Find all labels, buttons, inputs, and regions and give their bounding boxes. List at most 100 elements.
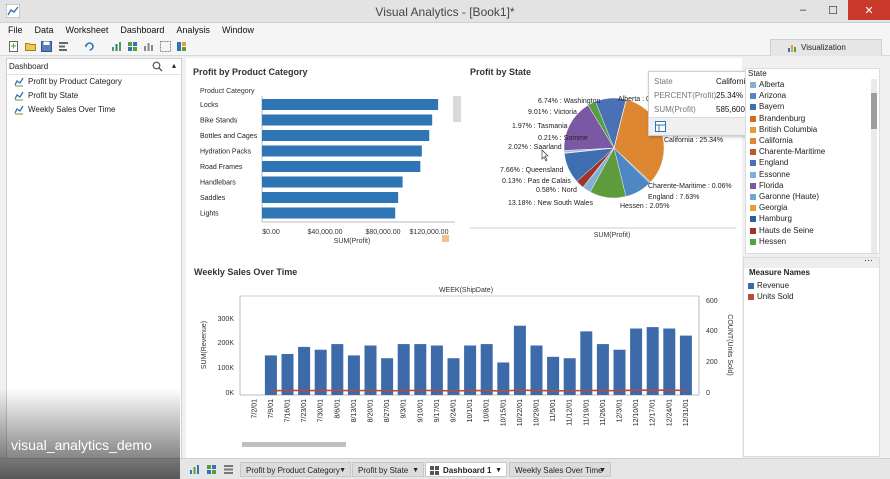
legend-scrollbar[interactable]	[871, 79, 877, 253]
state-legend-item[interactable]: Alberta	[750, 80, 784, 91]
save-icon[interactable]	[41, 41, 52, 52]
menu-file[interactable]: File	[8, 25, 23, 35]
tab-dropdown-icon[interactable]: ▼	[599, 467, 606, 474]
close-button[interactable]: ✕	[848, 0, 890, 20]
revenue-bar[interactable]	[497, 362, 510, 395]
state-legend-item[interactable]: Hamburg	[750, 214, 792, 225]
weekly-horizontal-scrollbar[interactable]	[242, 442, 346, 447]
tab-dashboard-1[interactable]: Dashboard 1 ▼	[425, 462, 507, 477]
panel-menu-icon[interactable]: ···	[864, 255, 873, 265]
menu-analysis[interactable]: Analysis	[176, 25, 210, 35]
revenue-bar[interactable]	[397, 344, 410, 395]
new-worksheet-icon[interactable]	[189, 464, 200, 475]
revenue-bar[interactable]	[630, 328, 643, 395]
revenue-bar[interactable]	[464, 345, 477, 396]
tab-weekly-sales-over-time[interactable]: Weekly Sales Over Time ▼	[509, 462, 611, 477]
revenue-bar[interactable]	[447, 358, 460, 395]
menu-worksheet[interactable]: Worksheet	[65, 25, 109, 35]
revenue-bar[interactable]	[414, 344, 427, 395]
select-icon[interactable]	[160, 41, 171, 52]
category-bar[interactable]	[262, 192, 399, 203]
sort-icon[interactable]	[442, 235, 449, 242]
maximize-button[interactable]: ☐	[828, 4, 838, 17]
revenue-bar[interactable]	[430, 345, 443, 396]
sheet-list-icon[interactable]	[223, 464, 234, 475]
revenue-bar[interactable]	[646, 327, 659, 395]
category-bar[interactable]	[262, 130, 430, 141]
new-dashboard-icon[interactable]	[206, 464, 217, 475]
revenue-bar[interactable]	[480, 344, 493, 395]
state-legend-item[interactable]: Charente-Maritime	[750, 147, 825, 158]
bar-chart-icon[interactable]	[143, 41, 154, 52]
measure-legend-item[interactable]: Units Sold	[748, 292, 793, 303]
format-icon[interactable]	[58, 41, 69, 52]
state-legend-item[interactable]: Georgia	[750, 203, 787, 214]
revenue-bar[interactable]	[364, 345, 377, 396]
measure-legend-item[interactable]: Revenue	[748, 281, 789, 292]
state-legend-item[interactable]: Bayern	[750, 102, 784, 113]
tab-profit-by-state[interactable]: Profit by State ▼	[352, 462, 424, 477]
category-bar[interactable]	[262, 114, 433, 126]
revenue-bar[interactable]	[331, 344, 344, 395]
tooltip-label: SUM(Profit)	[654, 105, 696, 114]
tab-dropdown-icon[interactable]: ▼	[339, 467, 346, 474]
category-bar[interactable]	[262, 99, 439, 110]
revenue-bar[interactable]	[547, 356, 560, 395]
legend-scroll-thumb[interactable]	[871, 93, 877, 129]
state-legend-item[interactable]: Hauts de Seine	[750, 226, 814, 237]
refresh-icon[interactable]	[84, 41, 95, 52]
state-legend-item[interactable]: Garonne (Haute)	[750, 192, 819, 203]
pie-slice[interactable]	[563, 104, 615, 151]
menu-dashboard[interactable]: Dashboard	[120, 25, 165, 35]
tab-dropdown-icon[interactable]: ▼	[495, 467, 502, 474]
view-data-icon[interactable]	[655, 121, 666, 132]
state-legend-item[interactable]: Brandenburg	[750, 114, 805, 125]
sheet-item-profit-by-state[interactable]: Profit by State	[7, 89, 181, 103]
search-icon[interactable]	[152, 61, 163, 72]
category-bar[interactable]	[262, 145, 422, 157]
revenue-bar[interactable]	[613, 349, 626, 395]
state-legend-item[interactable]: Florida	[750, 181, 783, 192]
new-file-icon[interactable]	[8, 41, 19, 52]
category-bar[interactable]	[262, 176, 403, 188]
revenue-bar[interactable]	[298, 346, 311, 395]
revenue-bar[interactable]	[530, 345, 543, 396]
tab-profit-by-product-category[interactable]: Profit by Product Category ▼	[240, 462, 351, 477]
revenue-bar[interactable]	[264, 355, 277, 395]
legend-label: Arizona	[759, 91, 787, 101]
state-legend-item[interactable]: Essonne	[750, 170, 790, 181]
pie-slice[interactable]	[613, 99, 627, 149]
sort-arrows-icon[interactable]: ▴	[171, 61, 176, 70]
state-legend-item[interactable]: California	[750, 136, 793, 147]
menu-data[interactable]: Data	[34, 25, 54, 35]
open-folder-icon[interactable]	[25, 41, 36, 52]
state-legend-item[interactable]: Hessen	[750, 237, 786, 248]
category-scrollbar[interactable]	[453, 96, 461, 122]
revenue-bar[interactable]	[314, 349, 327, 395]
tab-dropdown-icon[interactable]: ▼	[412, 467, 419, 474]
revenue-bar[interactable]	[381, 358, 394, 395]
revenue-bar[interactable]	[513, 325, 526, 395]
revenue-bar[interactable]	[679, 335, 692, 395]
category-bar[interactable]	[262, 207, 396, 219]
revenue-bar[interactable]	[563, 358, 576, 395]
state-legend-item[interactable]: Arizona	[750, 91, 786, 102]
grid-chart-icon[interactable]	[127, 41, 138, 52]
minimize-button[interactable]: –	[799, 4, 807, 16]
revenue-bar[interactable]	[281, 353, 294, 395]
weekly-chart-title: Weekly Sales Over Time	[194, 267, 298, 277]
category-bar[interactable]	[262, 161, 421, 172]
week-tick-label: 7/23/01	[301, 399, 308, 422]
revenue-bar[interactable]	[580, 331, 593, 395]
state-legend-item[interactable]: British Columbia	[750, 125, 817, 136]
visualization-tab[interactable]: Visualization	[770, 39, 882, 56]
chart-icon[interactable]	[111, 41, 122, 52]
sheet-item-profit-by-product-category[interactable]: Profit by Product Category	[7, 75, 181, 89]
revenue-bar[interactable]	[347, 355, 360, 395]
dashboard-icon[interactable]	[176, 41, 187, 52]
state-legend-item[interactable]: England	[750, 158, 788, 169]
revenue-bar[interactable]	[596, 344, 609, 395]
revenue-bar[interactable]	[663, 328, 676, 395]
menu-window[interactable]: Window	[221, 25, 254, 35]
sheet-item-weekly-sales-over-time[interactable]: Weekly Sales Over Time	[7, 103, 181, 117]
